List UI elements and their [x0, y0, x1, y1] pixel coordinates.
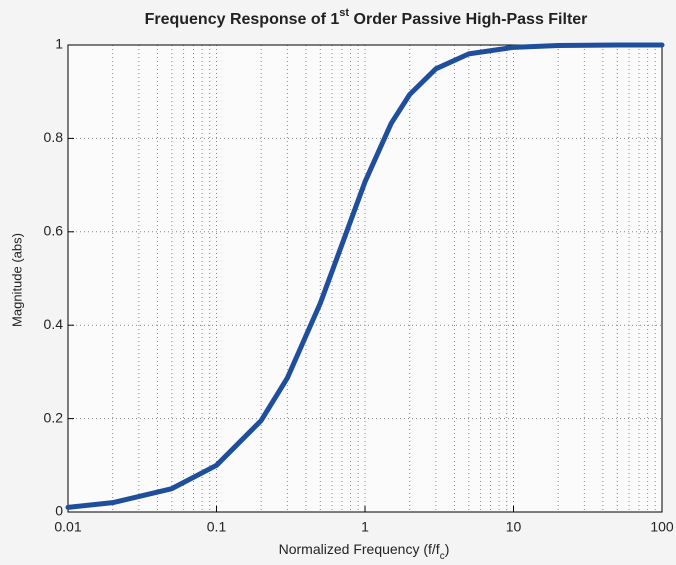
- title-part: Frequency Response of 1: [145, 11, 340, 28]
- page: Frequency Response of 1st Order Passive …: [0, 0, 676, 565]
- x-tick-label: 0.1: [207, 519, 227, 535]
- x-tick-label: 100: [650, 519, 674, 535]
- x-tick-label: 1: [361, 519, 369, 535]
- y-tick-label: 0.4: [44, 316, 64, 332]
- title-part: Order Passive High-Pass Filter: [349, 11, 587, 28]
- x-tick-label: 10: [506, 519, 522, 535]
- xlabel-part: ): [445, 541, 450, 557]
- chart: Frequency Response of 1st Order Passive …: [0, 0, 676, 565]
- xlabel-part: Normalized Frequency (f/f: [279, 541, 440, 557]
- y-axis-label: Magnitude (abs): [9, 233, 24, 327]
- x-tick-label: 0.01: [54, 519, 81, 535]
- y-tick-label: 0.8: [44, 129, 64, 145]
- y-tick-label: 0.2: [44, 409, 64, 425]
- y-tick-label: 1: [55, 36, 63, 52]
- y-tick-label: 0.6: [44, 223, 64, 239]
- title-superscript: st: [339, 7, 349, 19]
- y-tick-label: 0: [55, 503, 63, 519]
